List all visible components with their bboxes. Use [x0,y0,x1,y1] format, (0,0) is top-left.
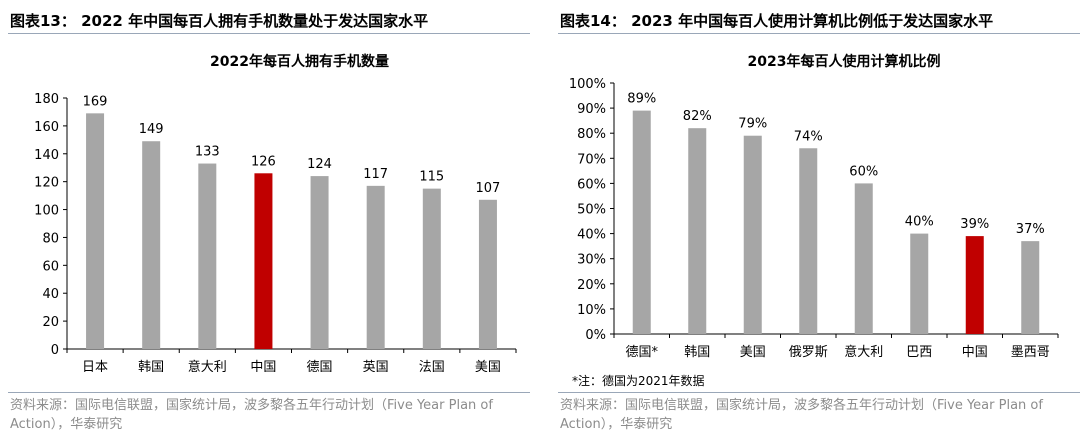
bar-8 [478,199,497,349]
bar-1 [632,110,651,334]
data-label: 115 [419,170,444,185]
x-tick-label: 德国* [625,345,658,360]
y-tick-label: 0 [51,343,59,358]
data-label: 74% [794,129,823,144]
source-divider [8,392,530,393]
data-label: 107 [476,181,501,196]
y-tick-label: 50% [577,203,606,218]
computer-usage-chart: 2023年每百人使用计算机比例 0% 10% 20% 30% 40% 50% 60% 70% 80… [569,53,1059,360]
data-label: 40% [905,215,934,230]
y-tick-label: 180 [34,92,59,107]
x-tick-label: 德国 [307,360,333,372]
panel-header: 图表14： 2023 年中国每百人使用计算机比例低于发达国家水平 [560,12,994,30]
data-label: 133 [195,145,220,160]
x-tick-label: 韩国 [138,360,164,372]
y-tick-label: 20 [42,315,59,330]
x-tick-label: 美国 [740,345,766,360]
source-text: 资料来源：国际电信联盟，国家统计局，波多黎各五年行动计划（Five Year P… [10,398,493,432]
y-tick-label: 80 [42,231,59,246]
x-tick-label: 意大利 [844,344,883,360]
phone-ownership-panel: 图表13： 2022 年中国每百人拥有手机数量处于发达国家水平 2022年每百人… [0,0,530,439]
x-tick-label: 中国 [962,345,988,360]
chart-note: *注：德国为2021年数据 [572,374,705,388]
bar-4 [254,173,273,349]
computer-usage-panel: 图表14： 2023 年中国每百人使用计算机比例低于发达国家水平 2023年每百… [550,0,1080,439]
bar-5 [854,183,873,334]
phone-ownership-chart: 2022年每百人拥有手机数量 0 20 40 60 80 100 120 140 160 180 16… [34,53,517,372]
bar-2 [142,141,161,349]
bar-3 [743,135,762,334]
x-tick-label: 意大利 [188,359,227,372]
bar-7 [965,236,984,334]
y-tick-label: 60% [577,177,606,192]
y-tick-label: 100 [34,204,59,219]
bar-8 [1021,241,1040,334]
source-text: 资料来源：国际电信联盟，国家统计局，波多黎各五年行动计划（Five Year P… [560,398,1043,432]
y-tick-label: 160 [34,120,59,135]
y-tick-label: 90% [577,102,606,117]
y-tick-label: 20% [577,278,606,293]
data-label: 89% [627,92,656,107]
y-tick-label: 30% [577,253,606,268]
source-divider [558,392,1080,393]
bar-7 [422,188,441,349]
y-tick-label: 10% [577,303,606,318]
y-tick-label: 100% [569,77,606,92]
data-label: 79% [738,117,767,132]
x-tick-label: 英国 [363,360,389,372]
x-tick-label: 中国 [250,360,276,372]
bar-1 [86,113,105,349]
x-tick-label: 墨西哥 [1011,345,1050,360]
panel-header: 图表13： 2022 年中国每百人拥有手机数量处于发达国家水平 [10,12,429,30]
bar-6 [366,185,385,349]
chart-title: 2022年每百人拥有手机数量 [210,53,389,70]
bar-6 [910,233,929,334]
y-tick-label: 40% [577,228,606,243]
x-tick-label: 日本 [82,360,108,372]
chart-title: 2023年每百人使用计算机比例 [748,53,941,70]
data-label: 60% [849,164,878,179]
bar-5 [310,176,329,349]
x-tick-label: 巴西 [906,345,932,360]
data-label: 39% [960,217,989,232]
header-divider [8,33,530,34]
y-tick-label: 60 [42,259,59,274]
y-tick-label: 0% [585,328,606,343]
data-label: 82% [683,109,712,124]
y-tick-label: 140 [34,148,59,163]
y-tick-label: 70% [577,152,606,167]
bar-2 [688,128,707,334]
x-tick-label: 俄罗斯 [789,345,828,360]
data-label: 37% [1016,222,1045,237]
y-tick-label: 120 [34,176,59,191]
x-tick-label: 法国 [419,360,445,372]
x-tick-label: 韩国 [684,345,710,360]
data-label: 126 [251,154,276,169]
y-tick-label: 40 [42,287,59,302]
bar-3 [198,163,217,349]
x-tick-label: 美国 [475,360,501,372]
bar-4 [799,148,818,334]
y-tick-label: 80% [577,127,606,142]
header-divider [558,33,1080,34]
data-label: 124 [307,157,332,172]
data-label: 149 [139,122,164,137]
data-label: 117 [363,167,388,182]
data-label: 169 [83,94,108,109]
